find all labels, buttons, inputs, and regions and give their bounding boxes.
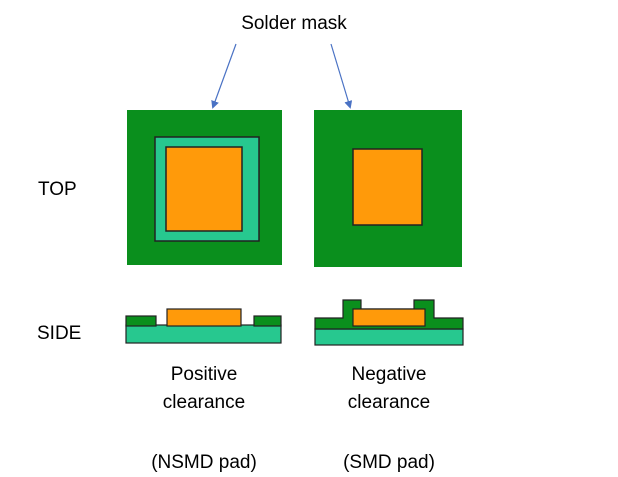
caption-line1: Negative xyxy=(351,364,427,385)
copper-pad xyxy=(165,146,243,232)
nsmd-pad-label: (NSMD pad) xyxy=(151,452,257,473)
caption-line1: Positive xyxy=(170,364,238,385)
solder-mask-left xyxy=(125,315,157,327)
top-view-nsmd xyxy=(127,110,282,265)
row-label-side: SIDE xyxy=(37,323,82,344)
caption-line2: clearance xyxy=(162,392,246,413)
substrate xyxy=(125,324,282,344)
arrow-to-left-mask xyxy=(211,43,237,109)
copper-pad xyxy=(352,308,426,327)
top-view-smd xyxy=(314,110,462,267)
solder-mask-right xyxy=(253,315,282,327)
row-label-top: TOP xyxy=(38,179,77,200)
arrow-to-right-mask xyxy=(330,43,353,109)
caption-positive-clearance: Positive clearance xyxy=(163,361,245,417)
copper-pad xyxy=(166,308,242,327)
side-view-smd xyxy=(314,299,464,346)
caption-line2: clearance xyxy=(347,392,431,413)
solder-mask-title: Solder mask xyxy=(241,13,347,34)
caption-negative-clearance: Negative clearance xyxy=(348,361,430,417)
copper-pad xyxy=(352,148,423,226)
side-view-nsmd xyxy=(125,308,282,344)
substrate xyxy=(314,328,464,346)
smd-pad-label: (SMD pad) xyxy=(343,452,435,473)
